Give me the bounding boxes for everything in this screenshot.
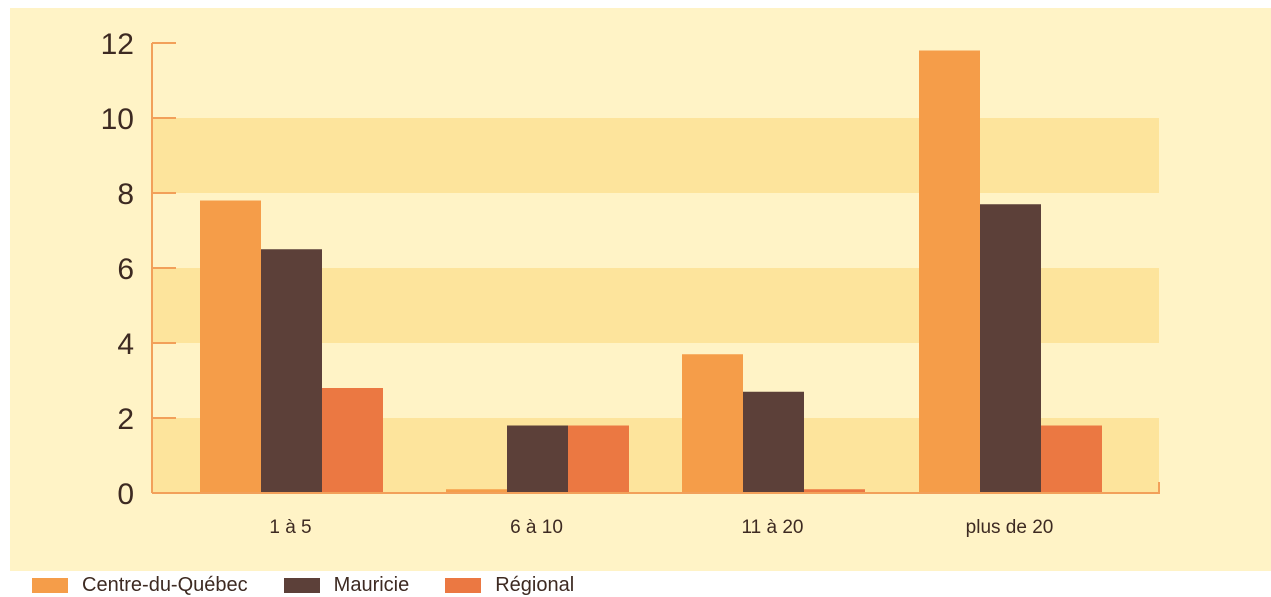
legend-item-centre-du-quebec: Centre-du-Québec [32, 574, 248, 597]
bar-r-gional-2 [804, 489, 865, 493]
legend-swatch-centre-du-quebec [32, 577, 68, 593]
legend-item-mauricie: Mauricie [283, 573, 410, 597]
y-tick-label: 10 [101, 103, 134, 136]
legend: Centre-du-Québec Mauricie Régional [32, 573, 610, 597]
legend-label-regional: Régional [495, 573, 575, 596]
y-ticks-group: 0 2 4 6 8 10 12 [101, 28, 176, 511]
y-tick-label: 0 [117, 478, 134, 511]
bar-mauricie-3 [980, 204, 1041, 493]
bar-centre-du-qu-bec-1 [446, 489, 507, 493]
bar-centre-du-qu-bec-2 [682, 354, 743, 493]
bars-group [200, 50, 1102, 493]
legend-swatch-mauricie [283, 577, 320, 593]
bar-centre-du-qu-bec-0 [200, 200, 261, 493]
y-tick-label: 12 [101, 28, 134, 61]
x-category-label: plus de 20 [966, 517, 1054, 538]
x-category-label: 6 à 10 [510, 517, 563, 538]
bar-r-gional-0 [322, 388, 383, 493]
x-category-label: 11 à 20 [742, 517, 804, 538]
grid-band [152, 118, 1159, 193]
bar-r-gional-3 [1041, 425, 1102, 493]
y-tick-label: 6 [117, 253, 134, 286]
y-tick-label: 4 [117, 328, 134, 361]
y-tick-label: 2 [117, 403, 134, 436]
legend-item-regional: Régional [445, 574, 574, 597]
bar-centre-du-qu-bec-3 [919, 50, 980, 493]
legend-label-mauricie: Mauricie [333, 573, 410, 596]
x-labels-group: 1 à 5 6 à 10 11 à 20 plus de 20 [269, 517, 1053, 538]
bar-r-gional-1 [568, 425, 629, 493]
bar-mauricie-0 [261, 249, 322, 493]
y-tick-label: 8 [117, 178, 134, 211]
bar-mauricie-2 [743, 391, 804, 493]
bar-mauricie-1 [507, 425, 568, 493]
legend-swatch-regional [445, 577, 482, 593]
legend-label-centre-du-quebec: Centre-du-Québec [82, 573, 248, 596]
x-category-label: 1 à 5 [269, 517, 311, 538]
